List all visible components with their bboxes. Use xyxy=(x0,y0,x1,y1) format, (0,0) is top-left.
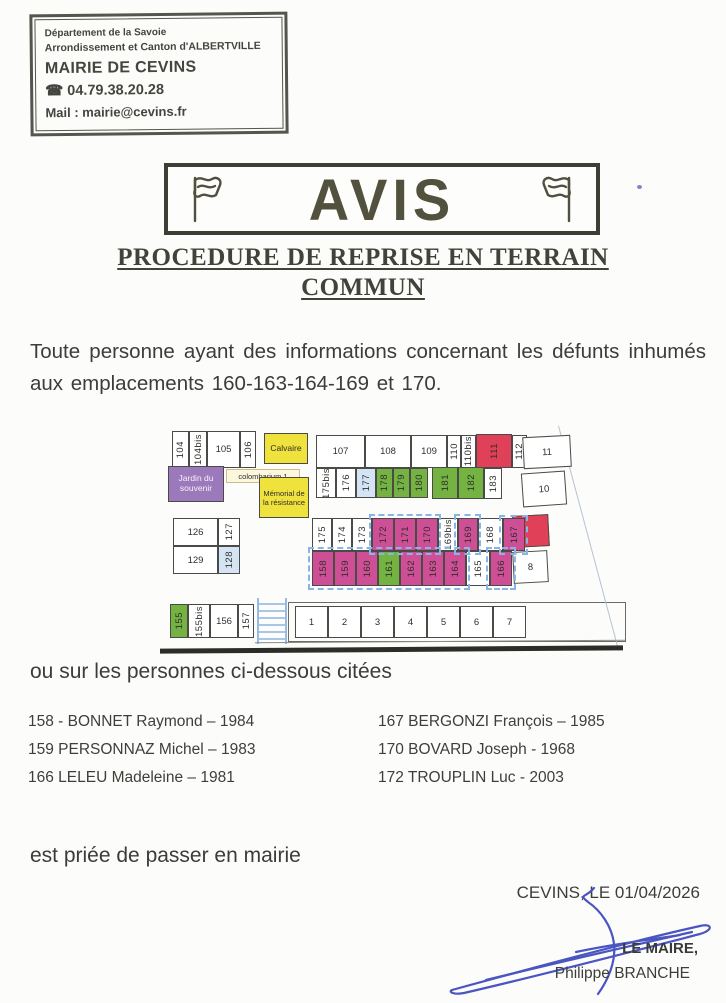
mairie-stamp: Département de la Savoie Arrondissement … xyxy=(29,11,289,137)
person-entry: 167 BERGONZI François – 1985 xyxy=(378,713,605,730)
flag-icon xyxy=(193,176,222,223)
cemetery-wall xyxy=(159,645,624,654)
map-cell-157: 157 xyxy=(238,604,254,638)
map-cell-109: 109 xyxy=(411,435,447,468)
avis-banner: AVIS xyxy=(164,163,600,235)
map-cell-162: 162 xyxy=(400,551,422,586)
map-cell-5: 5 xyxy=(427,606,460,638)
map-cell-105: 105 xyxy=(207,431,240,468)
page-title-line2: COMMUN xyxy=(301,274,425,301)
map-cell-158: 158 xyxy=(312,551,334,586)
person-entry: 170 BOVARD Joseph - 1968 xyxy=(378,740,576,758)
map-cell-164: 164 xyxy=(444,551,466,586)
map-cell-110: 110 xyxy=(447,435,461,468)
map-cell-2: 2 xyxy=(328,606,361,638)
stamp-arrondissement: Arrondissement et Canton d'ALBERTVILLE xyxy=(44,39,261,55)
map-cell-175: 175 xyxy=(312,518,332,551)
signature-name: Philippe BRANCHE xyxy=(554,965,690,982)
stamp-mail-line: Mail : mairie@cevins.fr xyxy=(45,103,187,120)
stamp-phone-number: 04.79.38.20.28 xyxy=(67,81,165,99)
map-cell-155bis: 155bis xyxy=(188,604,210,638)
map-cell-155: 155 xyxy=(170,604,188,638)
map-cell-183: 183 xyxy=(484,468,502,499)
map-cell-163: 163 xyxy=(422,551,444,586)
map-cell-128: 128 xyxy=(218,546,240,574)
map-cell-170: 170 xyxy=(416,518,438,551)
intro-paragraph: Toute personne ayant des informations co… xyxy=(30,340,706,395)
map-cell-160: 160 xyxy=(356,551,378,586)
map-cell-173: 173 xyxy=(352,518,372,551)
map-cell-168: 168 xyxy=(478,518,503,551)
stairs xyxy=(257,598,287,644)
map-cell-166: 166 xyxy=(490,551,512,586)
map-cell-4: 4 xyxy=(394,606,427,638)
map-cell-175bis: 175bis xyxy=(316,468,336,498)
map-cell-169bis: 169bis xyxy=(438,518,458,551)
plot-row-1-7-outline xyxy=(288,602,626,642)
persons-column-right: 167 BERGONZI François – 1985 170 BOVARD … xyxy=(378,708,605,792)
page-title: PROCEDURE DE REPRISE EN TERRAIN COMMUN xyxy=(20,243,706,303)
map-cell-3: 3 xyxy=(361,606,394,638)
map-cell-104: 104 xyxy=(172,431,189,468)
map-cell-jardin-du-souvenir: Jardin du souvenir xyxy=(168,466,224,502)
stamp-phone-line: ☎ 04.79.38.20.28 xyxy=(45,79,273,103)
map-cell-8: 8 xyxy=(512,550,549,584)
map-cell-mémorial-de-la-résistance: Mémorial de la résistance xyxy=(259,477,309,518)
map-cell-107: 107 xyxy=(316,435,365,468)
map-cell-11: 11 xyxy=(522,434,572,470)
map-cell-171: 171 xyxy=(394,518,416,551)
map-cell-129: 129 xyxy=(173,546,218,574)
map-cell-1: 1 xyxy=(295,606,328,638)
avis-title: AVIS xyxy=(308,165,456,233)
map-cell-181: 181 xyxy=(432,467,458,499)
map-cell-104bis: 104bis xyxy=(189,431,207,468)
map-cell-177: 177 xyxy=(356,468,376,498)
map-cell-172: 172 xyxy=(372,518,394,551)
page-title-line1: PROCEDURE DE REPRISE EN TERRAIN xyxy=(117,244,609,271)
phone-icon: ☎ xyxy=(45,82,64,99)
map-cell-167: 167 xyxy=(503,518,525,551)
persons-column-left: 158 - BONNET Raymond – 1984 159 PERSONNA… xyxy=(28,708,378,792)
person-entry: 159 PERSONNAZ Michel – 1983 xyxy=(28,740,256,758)
map-cell-174: 174 xyxy=(332,518,352,551)
map-cell-165: 165 xyxy=(466,551,490,586)
pen-mark xyxy=(637,185,642,189)
map-cell-110bis: 110bis xyxy=(461,435,476,468)
cemetery-map: 104 104bis 105 106 Jardin du souvenir colomba… xyxy=(159,425,626,662)
map-cell-159: 159 xyxy=(334,551,356,586)
map-cell-127: 127 xyxy=(218,518,240,546)
person-entry: 172 TROUPLIN Luc - 2003 xyxy=(378,768,564,786)
mid-sentence: ou sur les personnes ci-dessous citées xyxy=(30,660,392,683)
map-cell-106: 106 xyxy=(240,431,256,468)
map-cell-108: 108 xyxy=(365,435,411,468)
person-entry: 166 LELEU Madeleine – 1981 xyxy=(28,768,235,786)
map-cell-126: 126 xyxy=(173,518,218,546)
map-cell-182: 182 xyxy=(458,467,484,499)
map-cell-7: 7 xyxy=(493,606,526,638)
persons-list: 158 - BONNET Raymond – 1984 159 PERSONNA… xyxy=(28,708,698,792)
map-cell-calvaire: Calvaire xyxy=(264,433,308,464)
map-cell-178: 178 xyxy=(376,468,393,498)
map-cell-111: 111 xyxy=(476,434,512,468)
person-entry: 158 - BONNET Raymond – 1984 xyxy=(28,713,255,730)
map-cell-156: 156 xyxy=(210,604,238,638)
signature-role: LE MAIRE, xyxy=(622,940,698,957)
map-cell-179: 179 xyxy=(393,468,410,498)
map-cell-169: 169 xyxy=(458,518,478,551)
map-cell-180: 180 xyxy=(410,468,428,498)
closing-sentence: est priée de passer en mairie xyxy=(30,844,301,867)
map-cell-10: 10 xyxy=(520,470,568,508)
map-cell-6: 6 xyxy=(460,606,493,638)
flag-icon xyxy=(542,176,571,223)
mairie-stamp-inner: Département de la Savoie Arrondissement … xyxy=(34,16,284,132)
stamp-mairie-name: MAIRIE DE CEVINS xyxy=(44,58,197,77)
map-cell-161: 161 xyxy=(378,551,400,586)
map-cell-176: 176 xyxy=(336,468,356,498)
place-date: CEVINS, LE 01/04/2026 xyxy=(516,883,700,902)
